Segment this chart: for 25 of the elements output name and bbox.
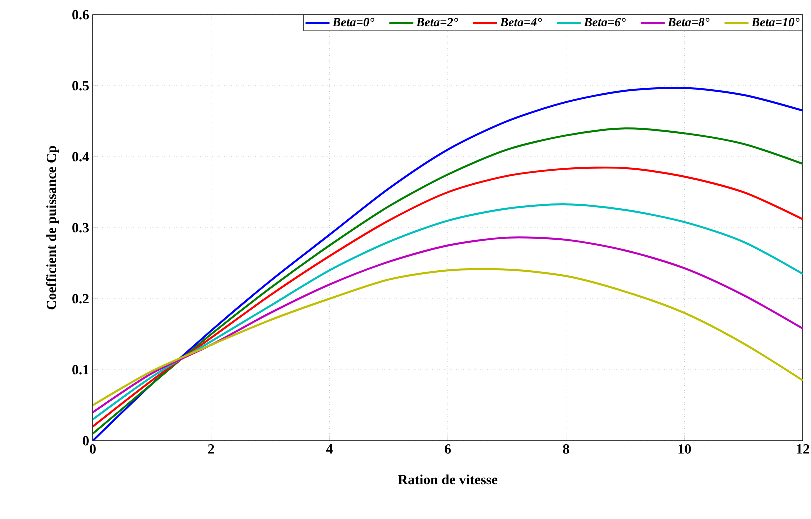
x-tick-label: 4: [326, 444, 333, 454]
legend-label: Beta=6°: [584, 18, 626, 27]
x-axis-title: Ration de vitesse: [398, 474, 498, 485]
legend-label: Beta=10°: [752, 18, 800, 27]
y-tick-label: 0.5: [72, 81, 89, 91]
line-series: [93, 236, 804, 414]
legend-label: Beta=4°: [500, 18, 542, 27]
legend-label: Beta=0°: [332, 18, 374, 27]
line-series: [93, 204, 804, 421]
y-tick-label: 0.6: [72, 10, 90, 20]
line-series: [93, 268, 804, 406]
y-tick-label: 0.1: [72, 365, 89, 375]
legend-label: Beta=2°: [416, 18, 458, 27]
y-axis-title: Coefficient de puissance Cp: [46, 146, 60, 310]
x-tick-label: 8: [563, 444, 570, 454]
y-tick-label: 0: [83, 436, 89, 446]
x-tick-label: 10: [678, 444, 692, 454]
y-tick-label: 0.3: [72, 223, 90, 233]
y-tick-label: 0.4: [72, 152, 90, 162]
y-tick-label: 0.2: [72, 294, 89, 304]
x-tick-label: 2: [208, 444, 214, 454]
x-tick-label: 6: [445, 444, 452, 454]
legend-label: Beta=8°: [668, 18, 710, 27]
x-tick-label: 0: [90, 444, 96, 454]
x-tick-label: 12: [797, 444, 810, 454]
